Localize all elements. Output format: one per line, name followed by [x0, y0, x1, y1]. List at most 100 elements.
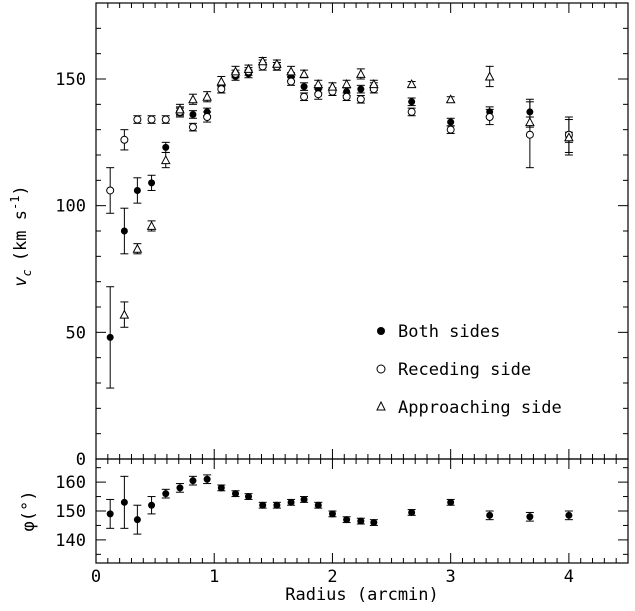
- data-point: [484, 71, 495, 81]
- data-point: [162, 490, 170, 498]
- data-point: [147, 115, 156, 124]
- data-point: [202, 91, 212, 101]
- legend: Both sides Receding side Approaching sid…: [376, 322, 562, 418]
- y-label-close: ): [11, 185, 31, 195]
- data-point: [406, 79, 417, 89]
- top-y-axis-label: vc (km s-1): [8, 185, 34, 286]
- y-tick-label: 150: [55, 502, 86, 522]
- data-point: [203, 475, 211, 483]
- data-point: [287, 77, 296, 86]
- data-point: [407, 107, 416, 116]
- y-tick-label: 140: [55, 531, 86, 551]
- bottom-y-axis-label: φ(°): [19, 491, 39, 532]
- data-point: [120, 227, 128, 235]
- data-point: [189, 110, 197, 118]
- data-point: [162, 143, 170, 151]
- y-label-c: c: [20, 269, 34, 276]
- data-point: [272, 58, 282, 68]
- legend-receding-label: Receding side: [398, 360, 531, 380]
- data-point: [357, 517, 365, 525]
- x-tick-label: 1: [209, 567, 219, 587]
- data-point: [525, 130, 534, 139]
- data-point: [408, 508, 416, 516]
- data-point: [189, 477, 197, 485]
- data-point: [327, 81, 338, 91]
- data-point: [216, 76, 227, 86]
- data-point: [217, 484, 225, 492]
- data-point: [175, 104, 185, 114]
- data-point: [106, 510, 114, 518]
- data-point: [176, 484, 184, 492]
- bottom-panel: 140 150 160 0 1 2 3 4 φ(°) Radius (arcmin): [19, 458, 629, 605]
- data-point: [300, 92, 309, 101]
- data-point: [232, 490, 240, 498]
- data-point: [328, 510, 336, 518]
- data-point: [133, 516, 141, 524]
- x-tick-label: 3: [446, 567, 456, 587]
- data-point: [342, 92, 351, 101]
- data-point: [161, 115, 170, 124]
- data-point: [120, 135, 129, 144]
- data-point: [243, 63, 254, 73]
- data-point: [217, 85, 226, 94]
- data-point: [133, 186, 141, 194]
- bottom-errorbars: [106, 474, 573, 535]
- data-point: [564, 132, 574, 142]
- top-y-tick-labels: 0 50 100 150: [55, 70, 86, 470]
- data-point: [300, 495, 308, 503]
- data-point: [341, 79, 352, 89]
- data-point: [133, 115, 142, 124]
- x-tick-label: 0: [91, 567, 101, 587]
- data-point: [445, 94, 456, 104]
- y-tick-label: 0: [76, 450, 86, 470]
- data-point: [447, 498, 455, 506]
- y-tick-label: 50: [66, 323, 86, 343]
- data-point: [565, 511, 573, 519]
- data-point: [286, 66, 296, 76]
- legend-receding-marker: [376, 364, 386, 374]
- x-axis-label: Radius (arcmin): [285, 585, 439, 605]
- legend-both-marker: [377, 327, 385, 335]
- data-point: [314, 501, 322, 509]
- data-point: [273, 501, 281, 509]
- y-tick-label: 150: [55, 70, 86, 90]
- legend-both-label: Both sides: [398, 322, 500, 342]
- data-point: [188, 123, 197, 132]
- data-point: [148, 179, 156, 187]
- data-point: [526, 108, 534, 116]
- bottom-points: [106, 475, 573, 527]
- x-tick-label: 2: [327, 567, 337, 587]
- data-point: [408, 98, 416, 106]
- data-point: [368, 79, 379, 89]
- data-point: [525, 117, 535, 127]
- data-point: [287, 498, 295, 506]
- data-point: [299, 68, 309, 78]
- y-label-exp: -1: [8, 196, 22, 210]
- y-tick-label: 160: [55, 473, 86, 493]
- x-tick-labels: 0 1 2 3 4: [91, 567, 574, 587]
- data-point: [245, 493, 253, 501]
- data-point: [259, 501, 267, 509]
- data-point: [160, 155, 171, 165]
- data-point: [132, 243, 143, 253]
- data-point: [146, 220, 157, 230]
- bottom-ticks: [95, 459, 629, 563]
- data-point: [486, 511, 494, 519]
- data-point: [314, 90, 323, 99]
- data-point: [106, 333, 114, 341]
- data-point: [148, 501, 156, 509]
- top-panel: 0 50 100 150 vc (km s-1) Both sides Receding…: [8, 2, 629, 470]
- data-point: [343, 516, 351, 524]
- data-point: [447, 118, 455, 126]
- bottom-frame: [95, 458, 629, 564]
- data-point: [119, 309, 130, 319]
- bottom-y-tick-labels: 140 150 160: [55, 473, 86, 551]
- data-point: [355, 68, 366, 78]
- data-point: [106, 186, 115, 195]
- legend-approaching-marker: [376, 400, 386, 411]
- data-point: [300, 83, 308, 91]
- y-label-units: (km s: [11, 210, 31, 261]
- data-point: [230, 66, 241, 76]
- data-point: [526, 513, 534, 521]
